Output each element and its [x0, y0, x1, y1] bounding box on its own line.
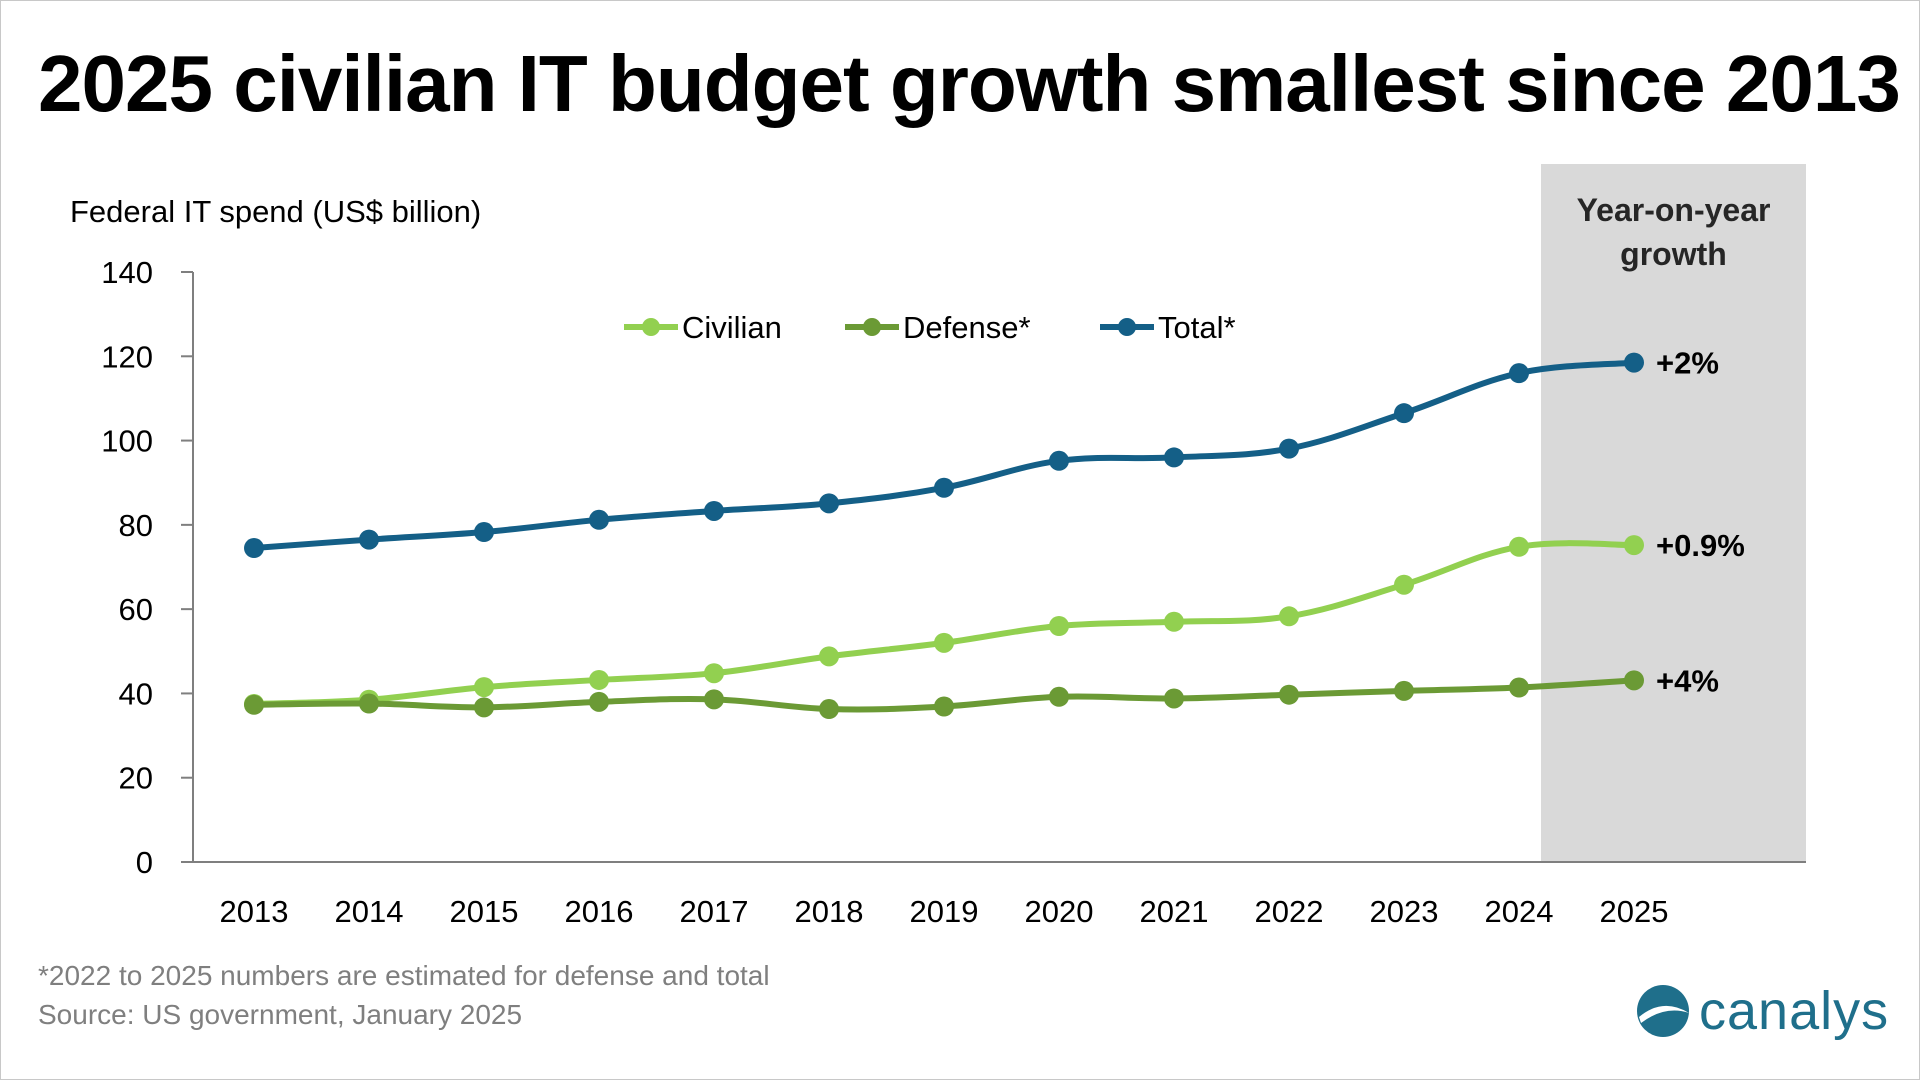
- x-tick-label: 2023: [1370, 894, 1439, 929]
- canalys-logo-icon: [1637, 985, 1689, 1037]
- series-defense: [244, 670, 1644, 720]
- defense-point-2015: [474, 697, 494, 718]
- total-point-2022: [1279, 438, 1299, 459]
- yoy-label-line2: growth: [1620, 236, 1727, 272]
- y-tick-label: 20: [119, 761, 153, 796]
- total-point-2013: [244, 538, 264, 559]
- civilian-point-2017: [704, 663, 724, 684]
- logo-text: canalys: [1699, 981, 1890, 1041]
- civilian-point-2015: [474, 677, 494, 698]
- x-tick-label: 2018: [795, 894, 864, 929]
- footnote-estimate: *2022 to 2025 numbers are estimated for …: [38, 960, 770, 991]
- total-line: [251, 359, 1637, 552]
- y-tick-label: 0: [136, 845, 153, 880]
- x-tick-label: 2025: [1600, 894, 1669, 929]
- defense-point-2013: [244, 694, 264, 715]
- defense-point-2023: [1394, 680, 1414, 701]
- x-tick-label: 2019: [910, 894, 979, 929]
- footnote-source: Source: US government, January 2025: [38, 999, 523, 1030]
- yoy-label-line1: Year-on-year: [1577, 192, 1771, 228]
- annotation-total: +2%: [1656, 346, 1719, 381]
- series-total: [244, 352, 1644, 559]
- total-point-2016: [589, 509, 609, 530]
- total-point-2020: [1049, 450, 1069, 471]
- y-axis-title: Federal IT spend (US$ billion): [70, 194, 481, 229]
- x-tick-label: 2013: [220, 894, 289, 929]
- defense-point-2017: [704, 689, 724, 710]
- x-tick-label: 2024: [1485, 894, 1554, 929]
- defense-point-2019: [934, 696, 954, 717]
- y-tick-label: 120: [101, 339, 153, 374]
- y-tick-label: 80: [119, 508, 153, 543]
- y-tick-label: 100: [101, 424, 153, 459]
- x-axis: 2013 2014 2015 2016 2017 2018 2019 2020 2021 2022…: [193, 861, 1806, 929]
- total-point-2025: [1624, 352, 1644, 373]
- y-tick-label: 60: [119, 592, 153, 627]
- x-tick-label: 2021: [1140, 894, 1209, 929]
- legend-defense-label: Defense*: [903, 310, 1031, 345]
- y-tick-label: 140: [101, 255, 153, 290]
- defense-point-2016: [589, 691, 609, 712]
- civilian-point-2020: [1049, 616, 1069, 636]
- civilian-point-2022: [1279, 606, 1299, 627]
- legend-total-label: Total*: [1158, 310, 1236, 345]
- total-point-2017: [704, 500, 724, 521]
- x-tick-label: 2020: [1025, 894, 1094, 929]
- legend-defense-marker: [863, 318, 881, 336]
- civilian-point-2019: [934, 632, 954, 653]
- defense-point-2018: [819, 699, 839, 720]
- legend: Civilian Defense* Total*: [624, 310, 1236, 345]
- series-layer: [244, 352, 1644, 720]
- defense-point-2014: [359, 693, 379, 714]
- total-point-2023: [1394, 403, 1414, 424]
- x-tick-label: 2022: [1255, 894, 1324, 929]
- legend-total-marker: [1118, 318, 1136, 336]
- total-point-2014: [359, 529, 379, 550]
- x-tick-label: 2016: [565, 894, 634, 929]
- annotation-civilian: +0.9%: [1656, 528, 1745, 563]
- defense-point-2021: [1164, 688, 1184, 709]
- legend-civilian-label: Civilian: [682, 310, 782, 345]
- x-tick-label: 2017: [680, 894, 749, 929]
- civilian-point-2018: [819, 646, 839, 667]
- defense-point-2022: [1279, 684, 1299, 705]
- canalys-logo: canalys: [1635, 980, 1889, 1042]
- defense-point-2024: [1509, 677, 1529, 698]
- civilian-point-2021: [1164, 611, 1184, 632]
- chart-title: 2025 civilian IT budget growth smallest …: [38, 39, 1901, 128]
- civilian-point-2024: [1509, 536, 1529, 557]
- total-point-2018: [819, 493, 839, 514]
- civilian-point-2025: [1624, 535, 1644, 556]
- total-point-2019: [934, 477, 954, 498]
- annotation-defense: +4%: [1656, 663, 1719, 698]
- growth-annotations: +2% +0.9% +4%: [1656, 346, 1745, 699]
- yoy-highlight-band: [1541, 164, 1806, 862]
- y-tick-label: 40: [119, 676, 153, 711]
- civilian-line: [251, 540, 1637, 707]
- defense-point-2020: [1049, 686, 1069, 707]
- x-tick-label: 2014: [335, 894, 404, 929]
- y-axis: 0 20 40 60 80 100 120 140 Federal IT spend (US$ …: [70, 194, 481, 880]
- defense-point-2025: [1624, 670, 1644, 691]
- total-point-2024: [1509, 363, 1529, 384]
- total-point-2015: [474, 522, 494, 543]
- civilian-point-2023: [1394, 574, 1414, 595]
- total-point-2021: [1164, 447, 1184, 468]
- x-tick-label: 2015: [450, 894, 519, 929]
- legend-civilian-marker: [642, 318, 660, 336]
- civilian-point-2016: [589, 669, 609, 690]
